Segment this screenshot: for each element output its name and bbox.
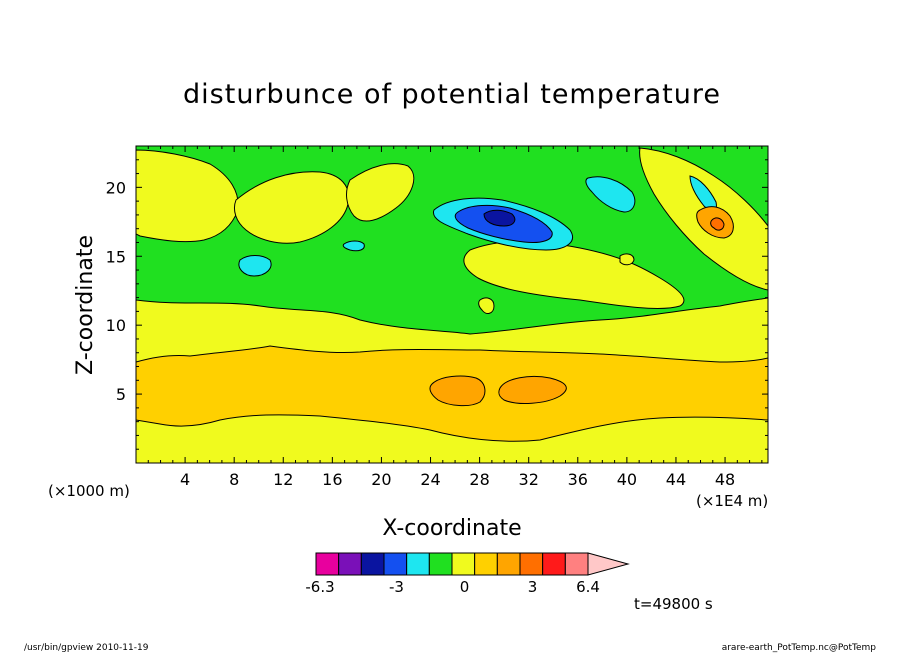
x-unit-right: (×1E4 m)	[696, 492, 768, 510]
field-upper-yellow-center	[346, 163, 415, 222]
x-tick-label: 36	[568, 470, 588, 489]
colorbar-swatch	[428, 552, 453, 576]
colorbar-tick-label: 0	[460, 578, 470, 596]
field-upper-yellow-right	[463, 241, 685, 309]
colorbar-tick-label: 6.4	[576, 578, 600, 596]
colorbar-swatch	[564, 552, 589, 576]
field-pos-peak-east	[710, 217, 725, 231]
colorbar-tick-label: -3	[389, 578, 404, 596]
colorbar-swatch	[496, 552, 521, 576]
colorbar-swatch	[474, 552, 498, 576]
colorbar-tick-label: 3	[528, 578, 538, 596]
y-axis-label: Z-coordinate	[73, 235, 98, 375]
x-tick-label: 40	[617, 470, 637, 489]
time-label: t=49800 s	[634, 595, 713, 613]
footer-right: arare-earth_PotTemp.nc@PotTemp	[722, 643, 877, 653]
colorbar-swatch	[406, 552, 430, 576]
field-neg-cyan-small	[342, 240, 365, 252]
x-tick-label: 20	[371, 470, 391, 489]
x-tick-label: 28	[469, 470, 489, 489]
x-unit-left: (×1000 m)	[48, 482, 130, 500]
field-yellow-spot-2	[619, 253, 635, 266]
field-neg-darkblue-center	[483, 209, 516, 227]
colorbar-swatch	[542, 552, 566, 576]
field-core-orange-right	[498, 375, 567, 404]
colorbar-tick-label: -6.3	[305, 578, 334, 596]
chart-title: disturbunce of potential temperature	[183, 79, 721, 110]
x-tick-label: 24	[420, 470, 440, 489]
x-tick-label: 48	[715, 470, 735, 489]
colorbar-swatch	[451, 552, 476, 576]
field-neg-cyan-upper-right	[585, 176, 636, 213]
colorbar: -6.3 -3 0 3 6.4	[305, 552, 630, 596]
y-tick-label: 10	[106, 316, 126, 335]
x-tick-label: 16	[322, 470, 342, 489]
y-tick-label: 5	[116, 385, 126, 404]
x-tick-label: 4	[180, 470, 190, 489]
colorbar-arrow	[587, 552, 630, 576]
x-tick-label: 32	[519, 470, 539, 489]
field-yellow-spot-1	[478, 297, 495, 314]
y-tick-label: 15	[106, 247, 126, 266]
colorbar-swatch	[383, 552, 408, 576]
plot-area	[136, 146, 768, 463]
x-axis: 4 8 12 16 20 24 28 32 36 40 44 48	[147, 146, 763, 489]
x-tick-label: 44	[666, 470, 686, 489]
colorbar-swatch	[338, 552, 362, 576]
field-neg-cyan-left	[238, 255, 272, 277]
colorbar-swatch	[315, 552, 340, 576]
x-tick-label: 8	[229, 470, 239, 489]
colorbar-swatch	[360, 552, 385, 576]
x-axis-label: X-coordinate	[382, 516, 521, 541]
y-tick-label: 20	[106, 178, 126, 197]
field-core-orange-left	[429, 375, 486, 407]
plot-frame	[135, 145, 769, 464]
y-axis: 5 10 15 20	[106, 159, 768, 450]
colorbar-swatch	[519, 552, 544, 576]
field-upper-yellow-mid	[233, 171, 350, 244]
x-tick-label: 12	[273, 470, 293, 489]
footer-left: /usr/bin/gpview 2010-11-19	[24, 643, 149, 653]
